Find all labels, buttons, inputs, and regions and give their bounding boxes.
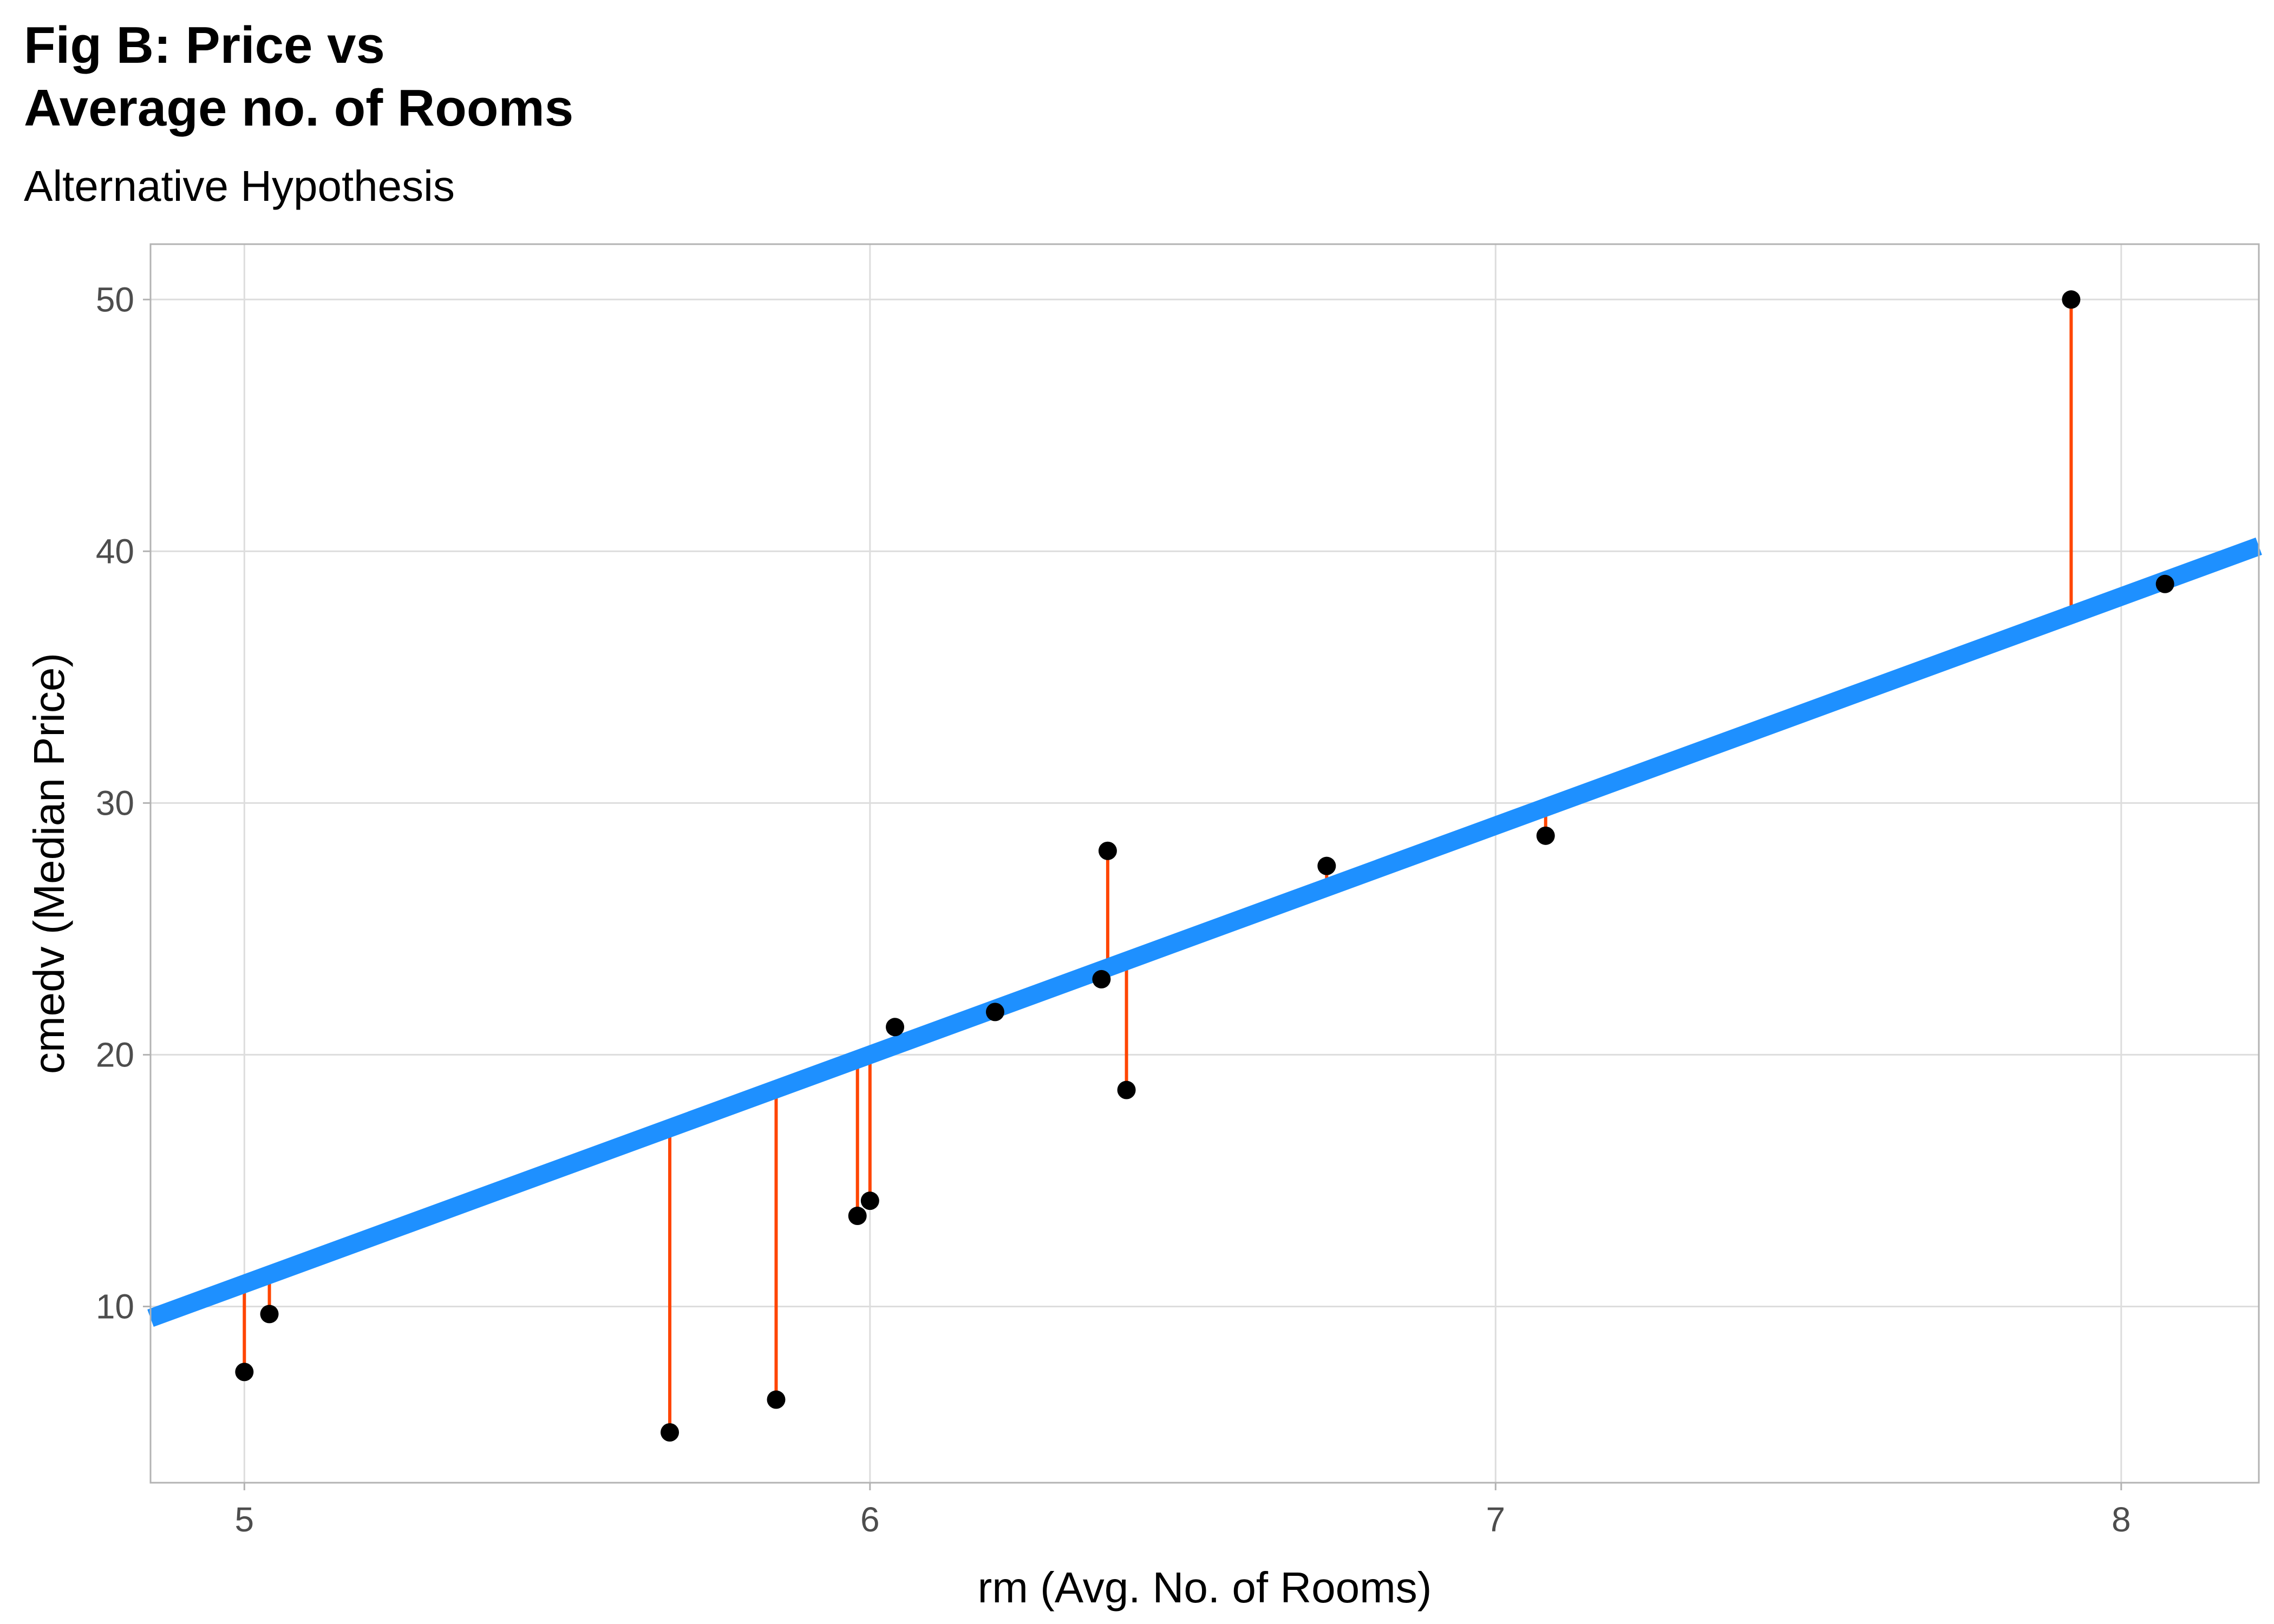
y-tick-label: 30 — [96, 783, 134, 822]
x-axis-title: rm (Avg. No. of Rooms) — [978, 1563, 1432, 1612]
data-points — [235, 290, 2174, 1442]
y-tick-label: 50 — [96, 280, 134, 319]
data-point — [260, 1305, 279, 1324]
chart-title-line-2: Average no. of Rooms — [24, 79, 574, 137]
x-tick-label: 8 — [2112, 1500, 2131, 1539]
data-point — [2155, 574, 2174, 593]
grid-lines — [151, 244, 2259, 1483]
panel-border — [149, 243, 2260, 1484]
data-point — [1098, 841, 1117, 860]
y-tick-label: 40 — [96, 532, 134, 571]
data-point — [1536, 826, 1555, 845]
x-tick-label: 6 — [860, 1500, 880, 1539]
data-point — [767, 1390, 786, 1409]
x-tick-label: 5 — [235, 1500, 254, 1539]
x-axis-ticks: 5 6 7 8 — [235, 1483, 2131, 1539]
y-tick-label: 10 — [96, 1287, 134, 1326]
data-point — [860, 1191, 879, 1210]
y-axis-ticks: 10 20 30 40 50 — [96, 280, 151, 1326]
data-point — [1317, 856, 1336, 875]
regression-line — [147, 537, 2262, 1327]
chart-subtitle: Alternative Hypothesis — [24, 162, 455, 210]
y-tick-label: 20 — [96, 1035, 134, 1074]
data-point — [1092, 970, 1111, 988]
y-axis-title: cmedv (Median Price) — [25, 653, 73, 1074]
data-point — [848, 1207, 867, 1226]
data-point — [1117, 1081, 1136, 1099]
data-point — [235, 1363, 254, 1381]
data-point — [661, 1423, 679, 1442]
data-point — [985, 1003, 1004, 1021]
data-point — [886, 1018, 905, 1037]
chart-title-line-1: Fig B: Price vs — [24, 16, 385, 74]
data-point — [2062, 290, 2081, 309]
chart-title: Fig B: Price vs Average no. of Rooms — [24, 14, 573, 140]
residual-lines — [243, 299, 2167, 1432]
x-tick-label: 7 — [1486, 1500, 1506, 1539]
